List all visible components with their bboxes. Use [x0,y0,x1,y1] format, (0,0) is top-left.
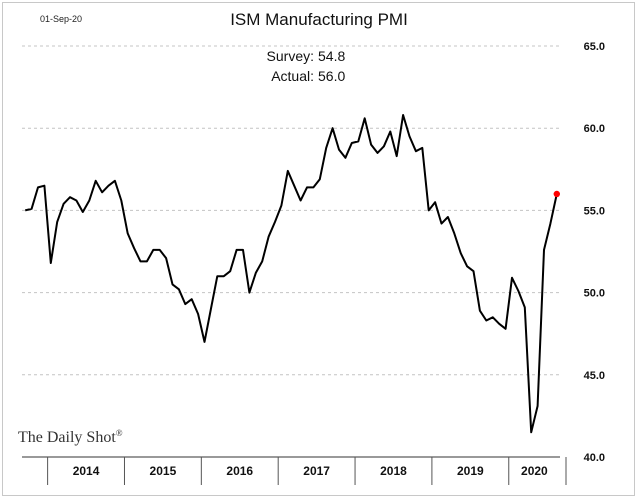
series-line [24,114,558,434]
series-group [24,114,560,434]
x-tick-label: 2014 [73,464,100,478]
source-mark: ® [116,428,123,438]
survey-value: 54.8 [318,48,345,64]
source-name: The Daily Shot [18,429,116,446]
x-tick-label: 2020 [521,464,548,478]
y-tick-label: 45.0 [584,370,605,382]
x-tick-label: 2018 [380,464,407,478]
grid-lines [22,45,560,376]
y-axis-ticks: 65.0 60.0 55.0 50.0 45.0 40.0 [584,41,605,464]
x-tick-label: 2016 [226,464,253,478]
y-tick-label: 65.0 [584,41,605,53]
x-tick-label: 2019 [457,464,484,478]
actual-label: Actual: [271,68,314,84]
survey-label: Survey: [267,48,314,64]
y-tick-label: 50.0 [584,288,605,300]
y-tick-label: 60.0 [584,123,605,135]
source-text: The Daily Shot® [18,428,123,446]
y-tick-label: 40.0 [584,452,605,464]
y-tick-label: 55.0 [584,205,605,217]
x-tick-label: 2015 [150,464,177,478]
x-tick-label: 2017 [303,464,330,478]
chart-title: ISM Manufacturing PMI [230,10,408,29]
x-axis: 2014 2015 2016 2017 2018 2019 2020 [22,456,567,485]
latest-point-marker [553,190,560,198]
date-stamp: 01-Sep-20 [40,14,82,24]
actual-value: 56.0 [318,68,345,84]
